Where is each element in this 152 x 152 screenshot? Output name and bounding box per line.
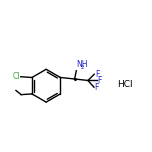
Text: Cl: Cl	[13, 72, 20, 81]
Text: F: F	[95, 70, 99, 79]
Text: F: F	[95, 83, 99, 92]
Text: 2: 2	[81, 65, 84, 70]
Text: F: F	[97, 76, 102, 85]
Text: NH: NH	[76, 60, 88, 69]
Text: HCl: HCl	[117, 80, 133, 89]
